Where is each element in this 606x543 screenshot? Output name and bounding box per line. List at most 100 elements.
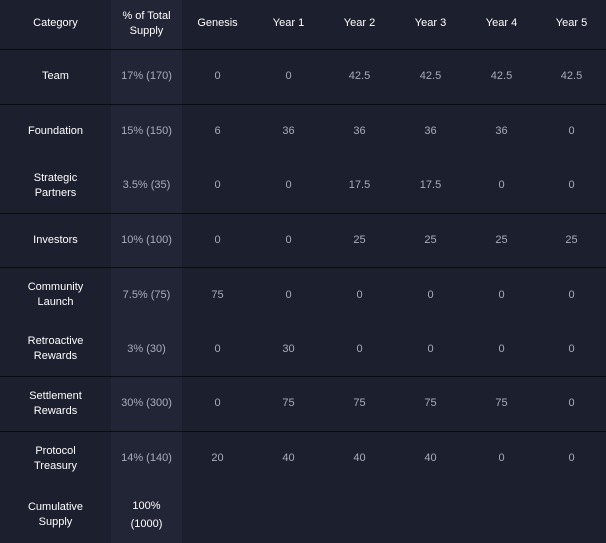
cell-year-3: 25 xyxy=(395,213,466,267)
cell-year-4: 75 xyxy=(466,377,537,431)
cell-year-3: 0 xyxy=(395,268,466,323)
cell-year-2: 36 xyxy=(324,104,395,159)
header-year-1: Year 1 xyxy=(253,0,324,49)
header-year-3: Year 3 xyxy=(395,0,466,49)
cell-year-1: 0 xyxy=(253,213,324,267)
header-pct-line-2: Supply xyxy=(129,25,164,37)
category-line: Retroactive xyxy=(27,335,84,348)
cell-empty xyxy=(324,486,395,543)
header-category: Category xyxy=(0,0,111,49)
category-line: Partners xyxy=(34,186,77,199)
table-row: Community Launch 7.5% (75) 75 0 0 0 0 0 xyxy=(0,268,606,323)
cell-year-5: 0 xyxy=(537,431,606,486)
row-category: Settlement Rewards xyxy=(0,377,111,431)
header-pct-text: % of Total Supply xyxy=(122,9,170,39)
header-year-2: Year 2 xyxy=(324,0,395,49)
cell-year-5: 0 xyxy=(537,159,606,213)
table-row-cumulative: Cumulative Supply 100% (1000) xyxy=(0,486,606,543)
table-row: Strategic Partners 3.5% (35) 0 0 17.5 17.5 0 0 xyxy=(0,159,606,214)
row-category: Protocol Treasury xyxy=(0,431,111,486)
cell-year-1: 36 xyxy=(253,104,324,159)
cell-genesis: 20 xyxy=(182,431,253,486)
cumulative-line-1: Cumulative xyxy=(27,500,84,513)
table-row: Settlement Rewards 30% (300) 0 75 75 75 75 0 xyxy=(0,377,606,432)
header-pct-line-1: % of Total xyxy=(122,10,171,22)
row-pct: 7.5% (75) xyxy=(111,268,182,323)
row-category: Strategic Partners xyxy=(0,159,111,213)
cell-empty xyxy=(537,486,606,543)
cell-year-2: 0 xyxy=(324,268,395,323)
cell-genesis: 0 xyxy=(182,50,253,104)
cell-year-1: 0 xyxy=(253,268,324,323)
category-line: Foundation xyxy=(27,125,84,138)
cumulative-pct-line-2: (1000) xyxy=(130,517,163,530)
row-pct: 15% (150) xyxy=(111,104,182,159)
cell-year-3: 42.5 xyxy=(395,50,466,104)
table-row: Foundation 15% (150) 6 36 36 36 36 0 xyxy=(0,104,606,159)
cell-empty xyxy=(395,486,466,543)
cell-year-1: 40 xyxy=(253,431,324,486)
cell-year-1: 0 xyxy=(253,50,324,104)
cell-year-1: 30 xyxy=(253,322,324,376)
cell-year-2: 25 xyxy=(324,213,395,267)
row-category: Retroactive Rewards xyxy=(0,322,111,376)
cell-year-5: 0 xyxy=(537,268,606,323)
cell-year-3: 17.5 xyxy=(395,159,466,213)
category-line: Investors xyxy=(33,233,78,246)
row-pct: 3% (30) xyxy=(111,322,182,376)
row-category: Community Launch xyxy=(0,268,111,323)
cell-year-4: 0 xyxy=(466,431,537,486)
row-category: Foundation xyxy=(0,104,111,159)
row-pct: 100% (1000) xyxy=(111,486,182,543)
category-line: Settlement xyxy=(29,389,82,402)
cell-genesis: 75 xyxy=(182,268,253,323)
cell-empty xyxy=(466,486,537,543)
cell-year-1: 75 xyxy=(253,377,324,431)
cell-genesis: 6 xyxy=(182,104,253,159)
cell-genesis: 0 xyxy=(182,377,253,431)
cell-year-3: 75 xyxy=(395,377,466,431)
cell-year-4: 36 xyxy=(466,104,537,159)
category-line: Rewards xyxy=(33,350,78,363)
row-pct: 17% (170) xyxy=(111,50,182,104)
row-pct: 14% (140) xyxy=(111,431,182,486)
cell-genesis: 0 xyxy=(182,213,253,267)
cell-year-2: 42.5 xyxy=(324,50,395,104)
header-genesis: Genesis xyxy=(182,0,253,49)
cell-year-3: 0 xyxy=(395,322,466,376)
category-line: Launch xyxy=(37,296,74,309)
cell-year-4: 0 xyxy=(466,322,537,376)
header-year-4: Year 4 xyxy=(466,0,537,49)
cell-year-4: 0 xyxy=(466,268,537,323)
cell-year-1: 0 xyxy=(253,159,324,213)
cell-empty xyxy=(182,486,253,543)
category-line: Rewards xyxy=(33,404,78,417)
cell-genesis: 0 xyxy=(182,159,253,213)
table-row: Team 17% (170) 0 0 42.5 42.5 42.5 42.5 xyxy=(0,50,606,105)
cell-year-4: 25 xyxy=(466,213,537,267)
row-category: Investors xyxy=(0,213,111,267)
table-row: Protocol Treasury 14% (140) 20 40 40 40 0 0 xyxy=(0,431,606,486)
category-line: Team xyxy=(42,70,69,83)
header-year-5: Year 5 xyxy=(537,0,606,49)
table-header-row: Category % of Total Supply Genesis Year 1… xyxy=(0,0,606,50)
cell-year-5: 0 xyxy=(537,104,606,159)
cell-empty xyxy=(253,486,324,543)
table-row: Retroactive Rewards 3% (30) 0 30 0 0 0 0 xyxy=(0,322,606,377)
cumulative-line-2: Supply xyxy=(38,515,73,528)
cell-year-5: 0 xyxy=(537,322,606,376)
cell-year-4: 0 xyxy=(466,159,537,213)
cell-year-4: 42.5 xyxy=(466,50,537,104)
cell-year-5: 25 xyxy=(537,213,606,267)
cell-year-2: 17.5 xyxy=(324,159,395,213)
category-line: Strategic xyxy=(33,171,78,184)
table-body: Team 17% (170) 0 0 42.5 42.5 42.5 42.5 Foundatio… xyxy=(0,50,606,486)
row-category: Cumulative Supply xyxy=(0,486,111,543)
category-line: Community xyxy=(27,281,84,294)
cell-year-2: 75 xyxy=(324,377,395,431)
cell-year-3: 36 xyxy=(395,104,466,159)
cell-year-2: 0 xyxy=(324,322,395,376)
category-line: Treasury xyxy=(34,459,77,472)
category-line: Protocol xyxy=(35,444,76,457)
